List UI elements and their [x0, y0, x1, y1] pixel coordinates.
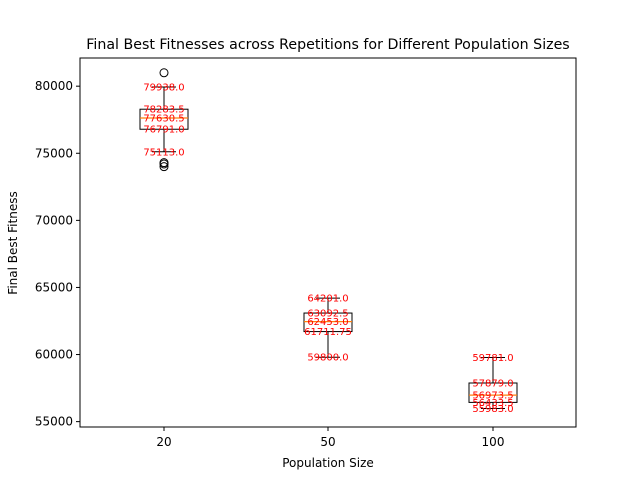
- x-axis-label: Population Size: [282, 456, 374, 470]
- annotation-whisker-low: 59800.0: [307, 353, 348, 364]
- y-tick-label-55000: 55000: [35, 415, 73, 429]
- annotation-whisker-low: 55983.0: [472, 404, 513, 415]
- x-tick-label-100: 100: [482, 435, 505, 449]
- annotation-median: 77630.5: [143, 113, 184, 124]
- annotation-median: 62453.0: [307, 317, 348, 328]
- y-tick-label-60000: 60000: [35, 348, 73, 362]
- y-tick-label-75000: 75000: [35, 146, 73, 160]
- outlier-point-2: [159, 158, 169, 168]
- annotation-q1: 76791.0: [143, 125, 184, 136]
- outlier-point-3: [159, 68, 169, 78]
- plot-area: 55000 60000 65000 70000 75000 80000 20 50 100 799…: [35, 68, 518, 449]
- box: [303, 312, 353, 333]
- box: [139, 108, 189, 130]
- chart-title: Final Best Fitnesses across Repetitions …: [86, 37, 569, 53]
- annotation-whisker-low: 75113.0: [143, 147, 184, 158]
- y-tick-label-70000: 70000: [35, 213, 73, 227]
- x-tick-label-20: 20: [156, 435, 171, 449]
- annotation-median: 56973.5: [472, 391, 513, 402]
- x-tick-label-50: 50: [320, 435, 335, 449]
- annotation-q1: 56433.5: [472, 398, 513, 409]
- annotation-q3: 57879.0: [472, 379, 513, 390]
- axes-frame: [79, 57, 577, 428]
- annotation-q1: 61711.75: [304, 327, 352, 338]
- annotation-whisker-high: 64201.0: [307, 294, 348, 305]
- annotation-whisker-high: 59781.0: [472, 353, 513, 364]
- annotation-q3: 78283.5: [143, 105, 184, 116]
- outlier-point-0: [159, 162, 169, 172]
- y-tick-label-80000: 80000: [35, 79, 73, 93]
- annotation-q3: 63092.5: [307, 309, 348, 320]
- y-axis-label: Final Best Fitness: [6, 191, 20, 294]
- box: [468, 382, 518, 403]
- annotation-whisker-high: 79938.0: [143, 83, 184, 94]
- y-tick-label-65000: 65000: [35, 280, 73, 294]
